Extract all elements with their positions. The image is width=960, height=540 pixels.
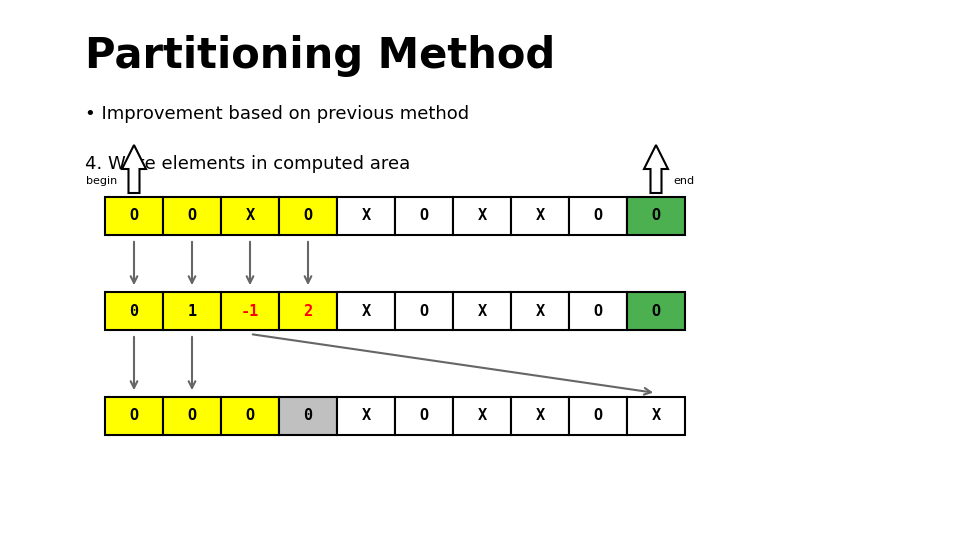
Text: O: O bbox=[652, 208, 660, 224]
Bar bbox=[627, 397, 685, 435]
Bar bbox=[569, 197, 627, 235]
Text: O: O bbox=[246, 408, 254, 423]
Text: X: X bbox=[652, 408, 660, 423]
Bar bbox=[279, 397, 337, 435]
Text: 0: 0 bbox=[130, 303, 138, 319]
Text: begin: begin bbox=[85, 176, 117, 186]
Text: O: O bbox=[187, 408, 197, 423]
Text: end: end bbox=[673, 176, 694, 186]
Text: X: X bbox=[361, 408, 371, 423]
Bar bbox=[337, 292, 395, 330]
Bar bbox=[105, 292, 163, 330]
Text: X: X bbox=[477, 303, 487, 319]
Polygon shape bbox=[122, 145, 146, 193]
Bar bbox=[627, 197, 685, 235]
Bar bbox=[395, 197, 453, 235]
Bar bbox=[453, 197, 511, 235]
Text: 2: 2 bbox=[303, 303, 313, 319]
Text: X: X bbox=[361, 303, 371, 319]
Bar bbox=[569, 397, 627, 435]
Text: O: O bbox=[420, 208, 428, 224]
Text: O: O bbox=[593, 208, 603, 224]
Bar bbox=[511, 197, 569, 235]
Bar bbox=[221, 292, 279, 330]
Bar bbox=[279, 197, 337, 235]
Text: O: O bbox=[593, 408, 603, 423]
Bar bbox=[221, 397, 279, 435]
Text: X: X bbox=[477, 408, 487, 423]
Text: -1: -1 bbox=[241, 303, 259, 319]
Text: • Improvement based on previous method: • Improvement based on previous method bbox=[85, 105, 469, 123]
Bar bbox=[627, 292, 685, 330]
Polygon shape bbox=[644, 145, 668, 193]
Bar bbox=[163, 197, 221, 235]
Text: O: O bbox=[130, 208, 138, 224]
Text: 1: 1 bbox=[187, 303, 197, 319]
Bar bbox=[337, 397, 395, 435]
Text: O: O bbox=[420, 408, 428, 423]
Text: X: X bbox=[536, 408, 544, 423]
Bar bbox=[105, 197, 163, 235]
Bar bbox=[569, 292, 627, 330]
Bar bbox=[163, 292, 221, 330]
Text: X: X bbox=[477, 208, 487, 224]
Bar bbox=[453, 292, 511, 330]
Bar bbox=[395, 292, 453, 330]
Bar bbox=[105, 397, 163, 435]
Text: X: X bbox=[246, 208, 254, 224]
Text: O: O bbox=[303, 208, 313, 224]
Text: O: O bbox=[593, 303, 603, 319]
Bar bbox=[337, 197, 395, 235]
Bar bbox=[221, 197, 279, 235]
Text: 4. Write elements in computed area: 4. Write elements in computed area bbox=[85, 155, 410, 173]
Bar bbox=[163, 397, 221, 435]
Text: Partitioning Method: Partitioning Method bbox=[85, 35, 555, 77]
Text: O: O bbox=[130, 408, 138, 423]
Bar bbox=[279, 292, 337, 330]
Bar bbox=[511, 292, 569, 330]
Text: X: X bbox=[536, 303, 544, 319]
Bar bbox=[453, 397, 511, 435]
Text: X: X bbox=[361, 208, 371, 224]
Text: O: O bbox=[420, 303, 428, 319]
Text: O: O bbox=[652, 303, 660, 319]
Text: X: X bbox=[536, 208, 544, 224]
Text: 0: 0 bbox=[303, 408, 313, 423]
Bar bbox=[395, 397, 453, 435]
Bar bbox=[511, 397, 569, 435]
Text: O: O bbox=[187, 208, 197, 224]
